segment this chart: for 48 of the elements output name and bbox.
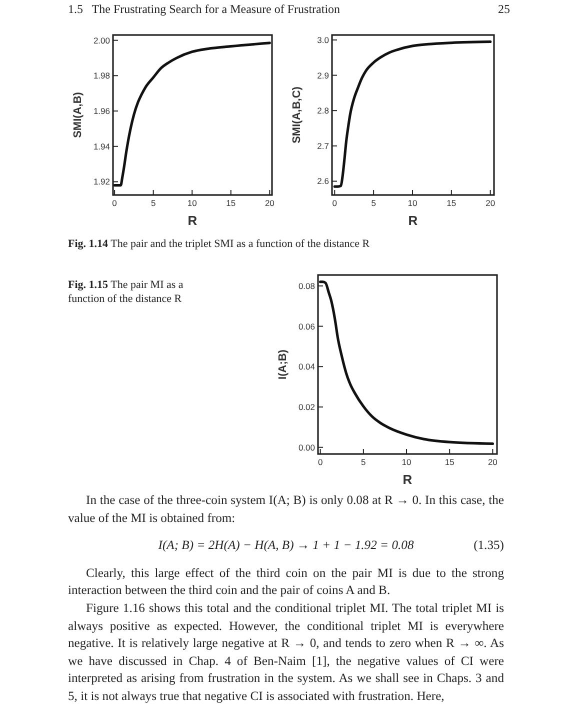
y-axis-title: SMI(A,B): [72, 92, 84, 138]
x-tick-label: 20: [486, 198, 496, 208]
x-tick-label: 20: [264, 198, 275, 208]
y-axis-title: SMI(A,B,C): [291, 86, 303, 144]
y-tick-label: 1.98: [93, 70, 110, 81]
x-tick-label: 15: [444, 457, 455, 467]
x-tick-label: 0: [318, 457, 323, 467]
text: (1.35): [474, 537, 504, 554]
x-tick-label: 10: [408, 198, 418, 208]
caption: Figure 1.16 shows this total and the conditional triplet MI. The total triplet MI is always positive as expected. However, the conditional triplet MI is everywhere negative. It is relatively large negative at R → 0, and tends to zero when R → ∞. As we have discussed in Chap. 4 of Ben-Naim [1], the negative values of CI were interpreted as arising from frustration in the system. As we shall see in Chaps. 3 and 5, it is not always true that negative CI is associated with frustration. Here,: [68, 600, 504, 705]
text: Clearly, this large effect of the third coin on the pair MI is due to the strong interaction between the third coin and the pair of coins A and B.: [68, 564, 504, 600]
y-tick-label: 0.04: [298, 362, 316, 372]
y-tick-label: 2.00: [93, 35, 110, 46]
x-tick-label: 5: [361, 457, 366, 467]
y-tick-label: 2.7: [317, 140, 330, 151]
x-tick-label: 5: [371, 198, 376, 208]
line-series: [333, 40, 492, 188]
x-tick-label: 10: [187, 198, 198, 208]
x-tick-label: 0: [112, 198, 118, 208]
y-tick-label: 0.06: [298, 321, 316, 332]
text: In the case of the three-coin system I(A; B) is only 0.08 at R → 0. In this case, the value of the MI is obtained from:: [68, 492, 504, 527]
y-tick-label: 1.92: [93, 176, 110, 187]
x-tick-label: 5: [150, 198, 156, 208]
y-tick-label: 2.6: [317, 176, 330, 186]
x-tick-label: 20: [488, 457, 498, 467]
y-tick-label: 1.96: [93, 106, 110, 116]
x-tick-label: 10: [402, 457, 412, 467]
caption: Fig. 1.15 The pair MI as a function of the distance R: [68, 279, 184, 305]
y-tick-label: 3.0: [317, 34, 330, 45]
text: 25: [498, 2, 510, 17]
x-tick-label: 0: [332, 198, 338, 208]
y-tick-label: 2.9: [317, 70, 330, 80]
x-tick-label: 15: [446, 198, 456, 208]
line-series: [113, 42, 271, 187]
caption: Fig. 1.14 The pair and the triplet SMI as a function of the distance R: [68, 238, 370, 250]
text: I(A; B) = 2H(A) − H(A, B) → 1 + 1 − 1.92 = 0.08: [158, 538, 414, 552]
x-axis-title: R: [402, 472, 413, 487]
x-tick-label: 15: [226, 198, 236, 208]
text: 1.5 The Frustrating Search for a Measure of Frustration: [68, 2, 340, 17]
line-series: [319, 280, 494, 446]
x-axis-title: R: [408, 213, 418, 228]
y-tick-label: 0.08: [298, 280, 316, 291]
y-tick-label: 2.8: [317, 106, 330, 116]
y-tick-label: 0.00: [298, 442, 316, 452]
x-axis-title: R: [188, 213, 198, 228]
y-axis-title: I(A;B): [277, 349, 289, 380]
y-tick-label: 0.02: [298, 402, 316, 412]
y-tick-label: 1.94: [93, 141, 110, 152]
